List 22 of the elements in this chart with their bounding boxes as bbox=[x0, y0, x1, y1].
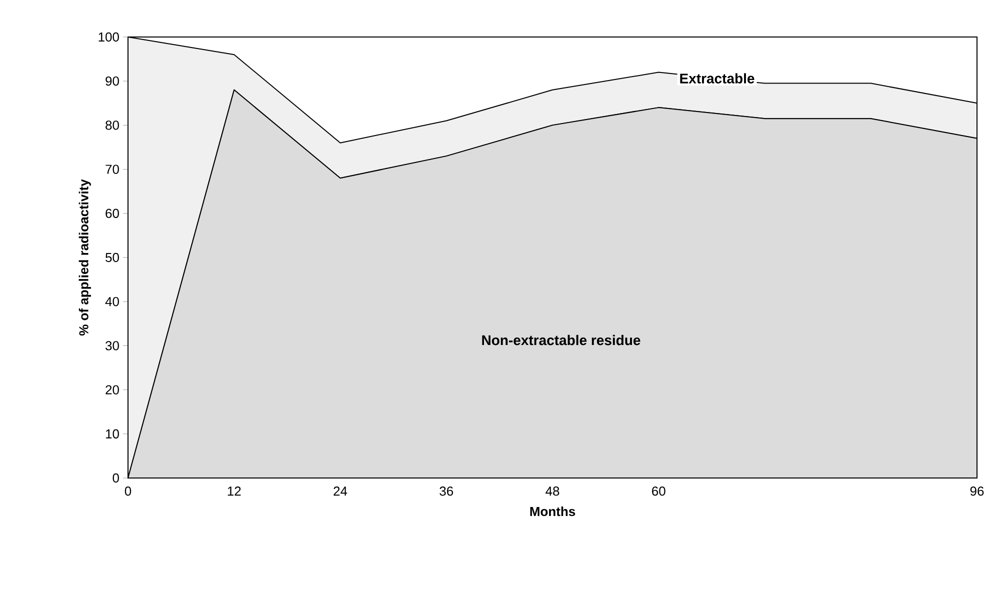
x-tick-label: 60 bbox=[652, 486, 666, 496]
x-tick-label: 96 bbox=[970, 486, 984, 496]
series-label: Non-extractable residue bbox=[482, 334, 640, 346]
y-tick-label: 60 bbox=[106, 208, 119, 218]
y-tick-label: 40 bbox=[105, 296, 119, 306]
x-tick-label: 36 bbox=[440, 486, 454, 496]
x-tick-label: 0 bbox=[124, 486, 132, 496]
y-tick-label: 100 bbox=[98, 32, 119, 42]
y-tick-label: 20 bbox=[106, 385, 119, 394]
y-tick-label: 80 bbox=[106, 120, 119, 130]
x-tick-label: 24 bbox=[334, 486, 348, 496]
y-tick-label: 90 bbox=[106, 76, 119, 86]
y-tick-label: 0 bbox=[112, 473, 119, 483]
x-tick-label: 12 bbox=[228, 486, 241, 496]
y-tick-label: 50 bbox=[106, 252, 119, 262]
series-label: Extractable bbox=[680, 73, 754, 84]
x-tick-label: 48 bbox=[546, 486, 560, 496]
y-tick-label: 30 bbox=[106, 341, 119, 350]
y-tick-label: 10 bbox=[106, 429, 119, 438]
y-tick-label: 70 bbox=[106, 164, 119, 174]
x-axis-title: Months bbox=[530, 506, 576, 516]
y-axis-title: % of applied radioactivity bbox=[78, 179, 91, 336]
